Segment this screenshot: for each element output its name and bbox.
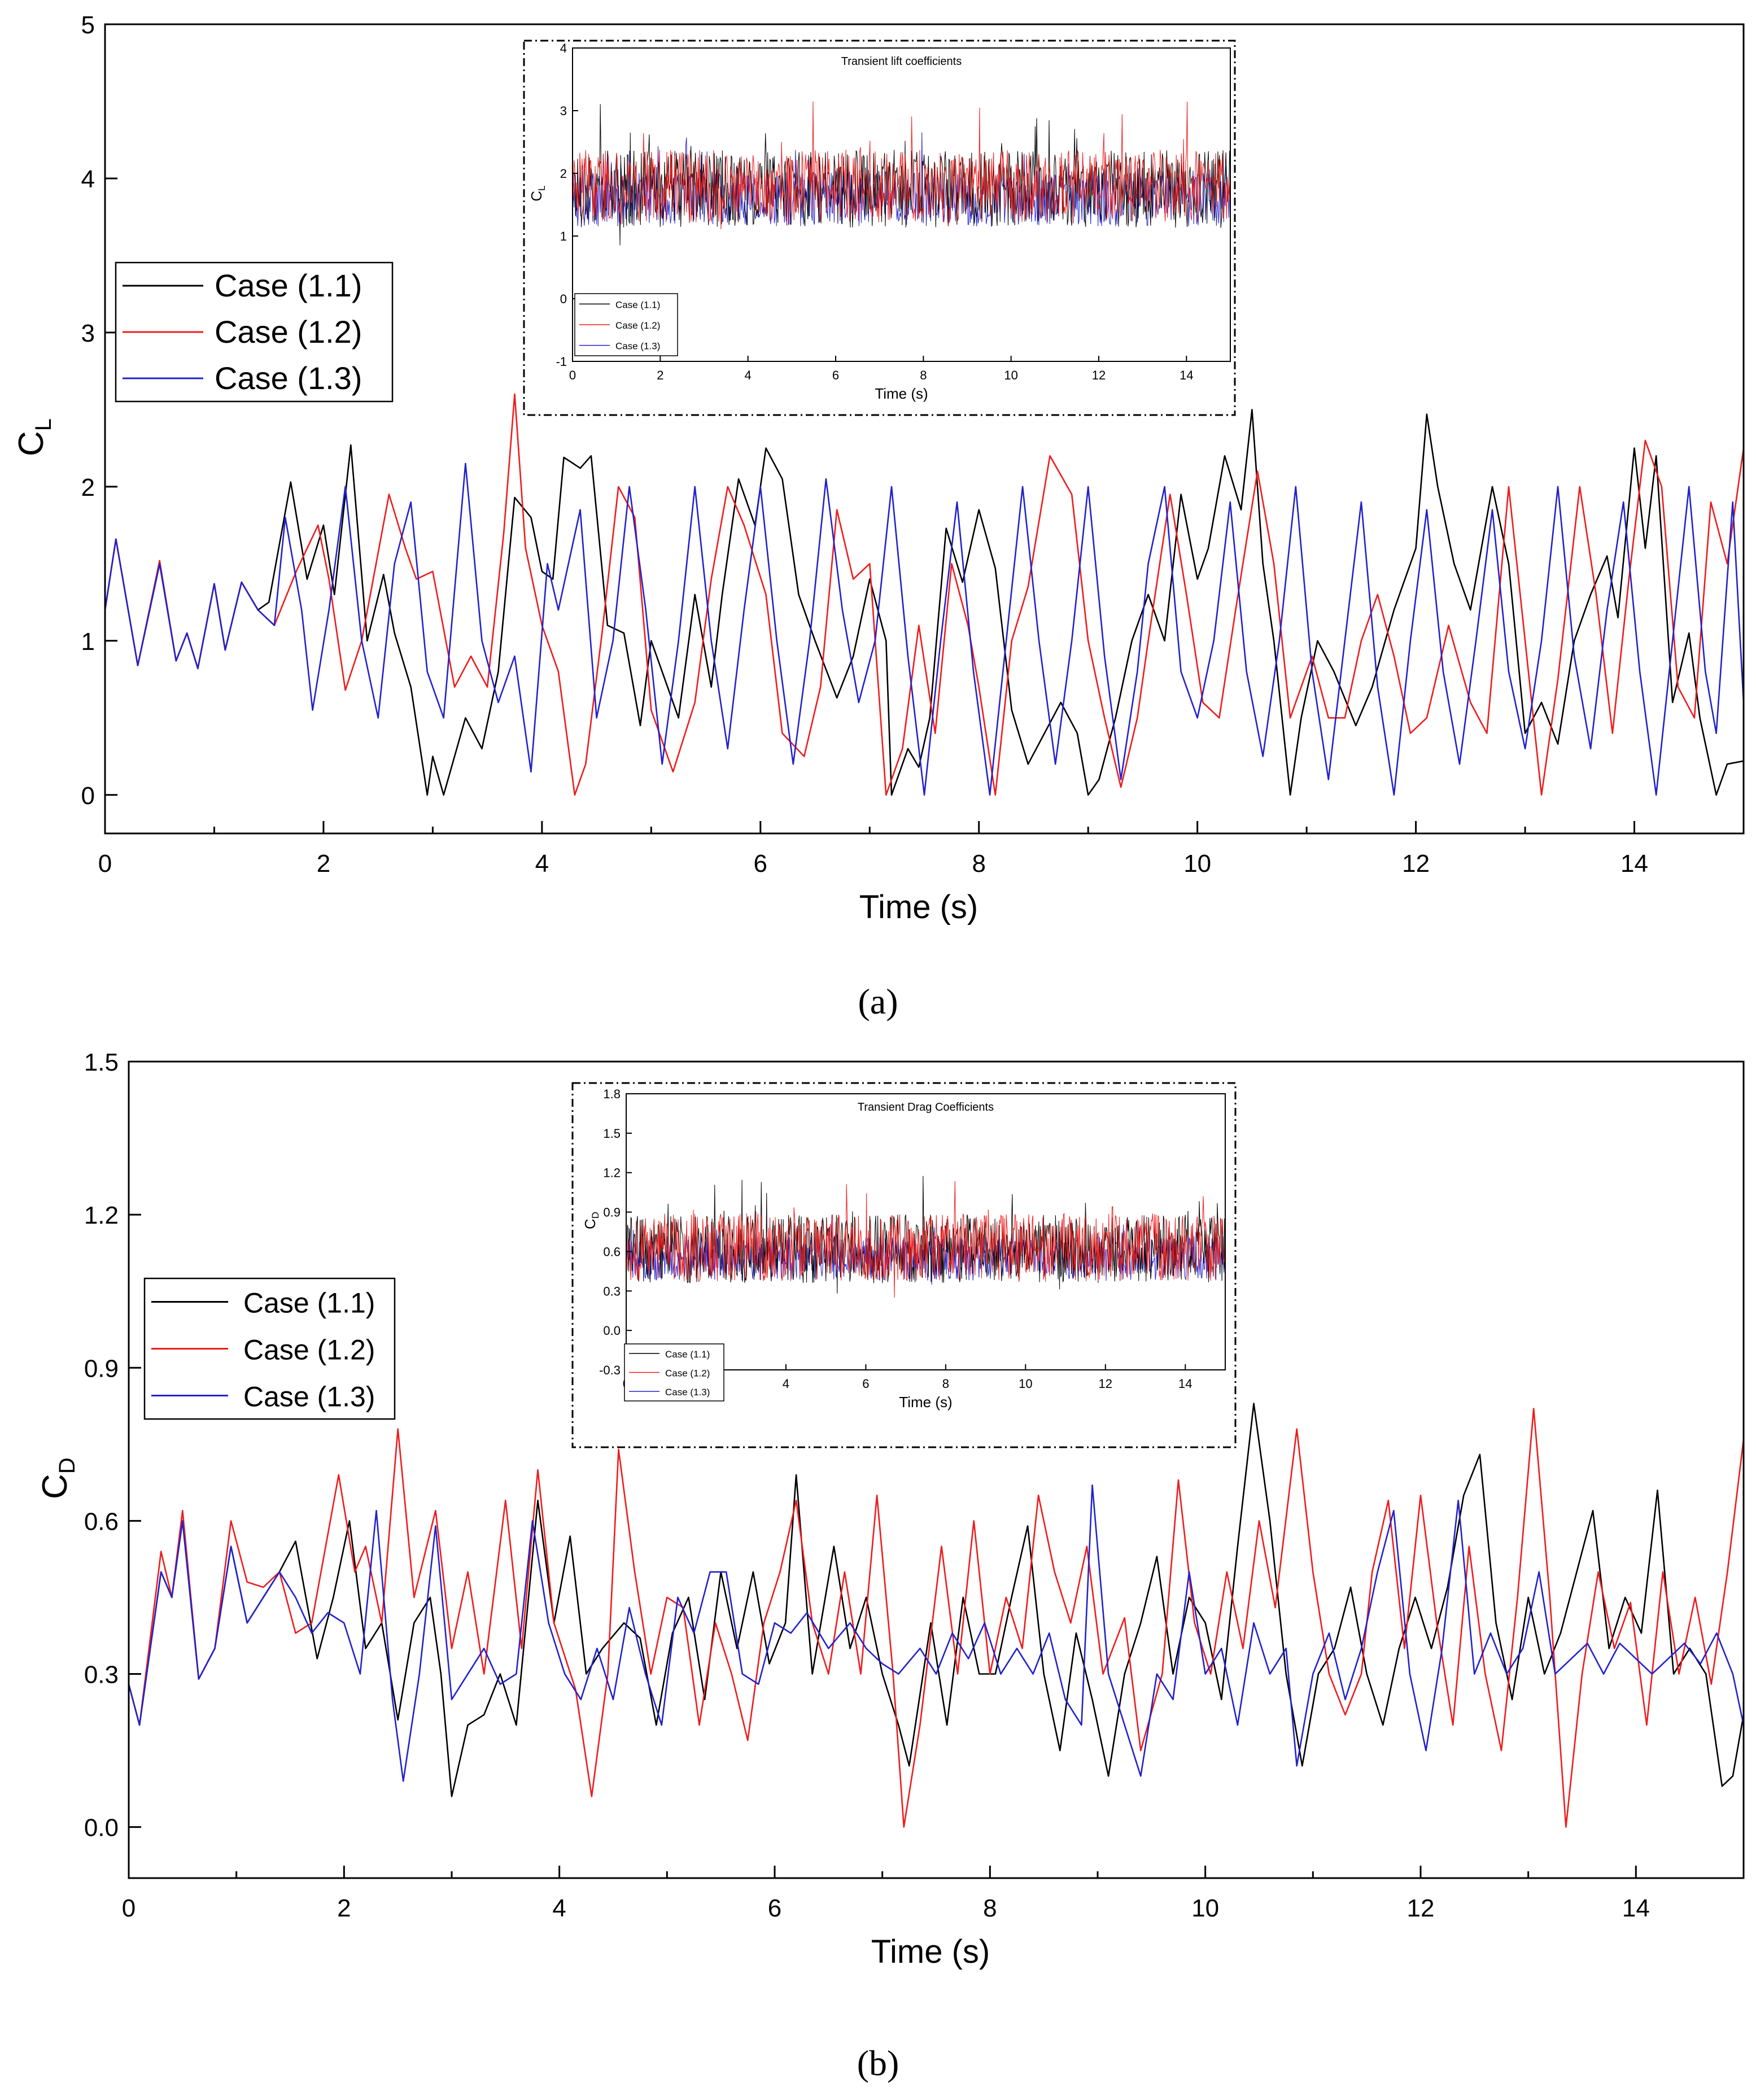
inset-x-tick-label: 0 <box>569 368 576 382</box>
y-axis-label: CL <box>12 418 56 456</box>
x-tick-label: 12 <box>1407 1894 1435 1922</box>
inset-legend-label: Case (1.1) <box>615 299 660 310</box>
inset-y-axis-label: CD <box>582 1212 601 1229</box>
x-tick-label: 4 <box>535 850 549 877</box>
x-tick-label: 8 <box>983 1894 997 1922</box>
inset-y-tick-label: 0.6 <box>603 1245 621 1259</box>
legend-label: Case (1.2) <box>215 314 362 350</box>
inset-y-axis-label: CL <box>528 185 547 201</box>
inset-x-tick-label: 12 <box>1092 368 1106 382</box>
x-tick-label: 14 <box>1622 1894 1650 1922</box>
inset-legend-label: Case (1.1) <box>665 1349 710 1360</box>
inset-x-axis-label: Time (s) <box>899 1394 952 1411</box>
y-tick-label: 4 <box>81 165 95 193</box>
inset-title: Transient Drag Coefficients <box>858 1101 994 1114</box>
inset-y-tick-label: 1.8 <box>603 1087 621 1101</box>
y-tick-label: 2 <box>81 474 95 501</box>
y-tick-label: 1.5 <box>84 1049 119 1076</box>
inset-y-tick-label: 0.3 <box>603 1284 621 1298</box>
y-axis-label: CD <box>36 1457 80 1499</box>
inset-y-tick-label: 3 <box>560 104 567 118</box>
legend-label: Case (1.1) <box>215 268 362 303</box>
y-tick-label: 1.2 <box>84 1202 119 1229</box>
legend-label: Case (1.2) <box>243 1334 375 1366</box>
x-tick-label: 6 <box>754 850 767 877</box>
inset-x-tick-label: 14 <box>1180 368 1193 382</box>
y-tick-label: 0 <box>81 782 95 810</box>
inset-y-tick-label: 1.5 <box>603 1127 621 1141</box>
inset-x-tick-label: 4 <box>745 368 752 382</box>
y-tick-label: 1 <box>81 628 95 656</box>
inset-x-tick-label: 6 <box>832 368 839 382</box>
inset-y-tick-label: -0.3 <box>599 1363 621 1377</box>
inset-y-tick-label: 1 <box>560 229 567 243</box>
x-tick-label: 0 <box>98 850 112 877</box>
inset-title: Transient lift coefficients <box>841 55 962 68</box>
x-tick-label: 14 <box>1620 850 1648 877</box>
x-tick-label: 6 <box>768 1894 781 1922</box>
plot-frame <box>104 23 1745 835</box>
x-tick-label: 10 <box>1183 850 1211 877</box>
inset-series-line-2 <box>572 101 1231 230</box>
inset-x-tick-label: 8 <box>920 368 927 382</box>
inset-x-tick-label: 10 <box>1004 368 1017 382</box>
x-axis-label: Time (s) <box>871 1933 990 1970</box>
inset-series-line-1 <box>572 104 1231 246</box>
inset-x-tick-label: 8 <box>942 1377 949 1391</box>
plot-frame <box>128 1060 1745 1879</box>
inset-x-tick-label: 12 <box>1099 1377 1112 1391</box>
inset-b: 02468101214-0.30.00.30.60.91.21.51.8Tran… <box>571 1082 1237 1448</box>
inset-y-tick-label: -1 <box>556 355 567 369</box>
y-tick-label: 5 <box>81 11 95 39</box>
panel-label: (b) <box>857 2043 899 2083</box>
inset-y-tick-label: 0.9 <box>603 1206 621 1220</box>
inset-frame <box>572 47 1231 362</box>
inset-legend-label: Case (1.2) <box>615 320 660 331</box>
inset-frame <box>626 1093 1226 1370</box>
inset-x-axis-label: Time (s) <box>875 385 928 402</box>
inset-y-tick-label: 1.2 <box>603 1166 621 1180</box>
x-tick-label: 12 <box>1402 850 1430 877</box>
inset-x-tick-label: 10 <box>1019 1377 1032 1391</box>
inset-y-tick-label: 0.0 <box>603 1324 621 1338</box>
inset-x-tick-label: 2 <box>657 368 663 382</box>
inset-series-line-2 <box>626 1181 1226 1298</box>
inset-x-tick-label: 4 <box>783 1377 789 1391</box>
y-tick-label: 0.6 <box>84 1508 119 1535</box>
x-tick-label: 4 <box>552 1894 566 1922</box>
y-tick-label: 0.3 <box>84 1661 119 1689</box>
series-line-3 <box>104 462 1745 796</box>
inset-legend-label: Case (1.3) <box>665 1387 710 1398</box>
series-line-1 <box>128 1403 1745 1797</box>
inset-x-tick-label: 6 <box>862 1377 869 1391</box>
inset-legend-label: Case (1.3) <box>615 341 660 352</box>
inset-border <box>523 40 1236 416</box>
series-line-2 <box>104 393 1745 796</box>
x-tick-label: 2 <box>317 850 330 877</box>
inset-y-tick-label: 4 <box>560 41 567 55</box>
inset-legend-label: Case (1.2) <box>665 1368 710 1379</box>
series-line-3 <box>128 1484 1745 1782</box>
chart-b: 0 2 4 6 8 10 12 14 0.0 0.3 0.6 0.9 1.2 1.5 Time (s) CD (… <box>36 1049 1745 2083</box>
y-tick-label: 0.0 <box>84 1814 119 1842</box>
x-tick-label: 0 <box>122 1894 136 1922</box>
inset-y-tick-label: 0 <box>560 292 567 306</box>
x-tick-label: 2 <box>337 1894 351 1922</box>
y-tick-label: 3 <box>81 320 95 347</box>
series-line-1 <box>104 409 1744 796</box>
panel-label: (a) <box>858 981 898 1021</box>
x-tick-label: 8 <box>972 850 985 877</box>
inset-x-tick-label: 14 <box>1178 1377 1192 1391</box>
y-tick-label: 0.9 <box>84 1355 119 1382</box>
legend-label: Case (1.3) <box>215 360 362 396</box>
legend-label: Case (1.1) <box>243 1287 375 1319</box>
inset-y-tick-label: 2 <box>560 167 567 181</box>
x-tick-label: 10 <box>1191 1894 1219 1922</box>
legend-label: Case (1.3) <box>243 1381 375 1413</box>
series-line-2 <box>128 1408 1745 1828</box>
x-axis-label: Time (s) <box>859 889 978 925</box>
